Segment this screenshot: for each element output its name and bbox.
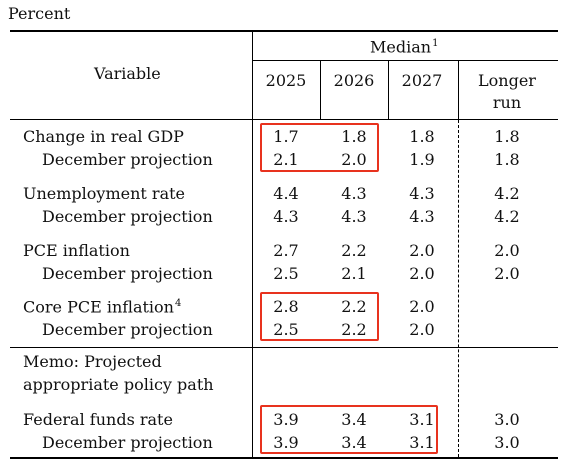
row-label-text: PCE inflation [23, 241, 130, 260]
row-label: December projection [42, 435, 213, 451]
value-cell-2027: 3.1 [409, 410, 435, 429]
value-cell-2027: 2.0 [409, 297, 435, 316]
value-cell-2026: 3.4 [341, 410, 367, 429]
header-rule [10, 119, 558, 120]
year-divider-2025-2026 [320, 60, 321, 120]
value-cell-2025: 4.3 [273, 207, 299, 226]
value-cell-2025: 3.9 [273, 410, 299, 429]
longer-run-header-line1: Longer [478, 71, 536, 90]
value-cell-2027: 4.3 [409, 207, 435, 226]
longer-run-dashed-divider [458, 120, 459, 457]
row-label-text: December projection [42, 207, 213, 226]
value-cell-2027: 2.0 [409, 320, 435, 339]
memo-line-1: Memo: Projected [23, 352, 162, 371]
value-cell-longer-run: 2.0 [494, 241, 520, 260]
bottom-rule [10, 457, 558, 459]
value-cell-2025: 2.8 [273, 297, 299, 316]
row-label: December projection [42, 322, 213, 338]
value-cell-longer-run: 1.8 [494, 150, 520, 169]
value-cell-2026: 3.4 [341, 433, 367, 452]
row-label-text: December projection [42, 433, 213, 452]
value-cell-longer-run: 3.0 [494, 410, 520, 429]
memo-rule [10, 347, 558, 348]
value-cell-2027: 2.0 [409, 264, 435, 283]
year-divider-2027-longer [458, 60, 459, 120]
value-cell-2026: 2.0 [341, 150, 367, 169]
value-cell-2025: 2.5 [273, 320, 299, 339]
row-label-text: December projection [42, 320, 213, 339]
year-divider-2026-2027 [388, 60, 389, 120]
value-cell-2026: 2.2 [341, 241, 367, 260]
highlight-box-fed-funds [260, 405, 438, 454]
longer-run-header-line2: run [492, 93, 522, 112]
variable-header: Variable [94, 64, 161, 83]
row-label-text: Unemployment rate [23, 184, 186, 203]
median-underline [253, 60, 558, 61]
year-header-2026: 2026 [333, 71, 375, 90]
value-cell-2026: 4.3 [341, 207, 367, 226]
value-cell-2026: 2.2 [341, 297, 367, 316]
row-label: Unemployment rate [23, 186, 185, 202]
median-footnote: 1 [432, 38, 439, 49]
value-cell-2025: 2.5 [273, 264, 299, 283]
value-cell-longer-run: 1.8 [494, 127, 520, 146]
row-label: December projection [42, 152, 213, 168]
unit-label: Percent [8, 4, 71, 23]
median-header-text: Median [370, 37, 432, 57]
row-label: PCE inflation [23, 243, 130, 259]
value-cell-2026: 2.2 [341, 320, 367, 339]
value-cell-longer-run: 4.2 [494, 207, 520, 226]
value-cell-longer-run: 3.0 [494, 433, 520, 452]
row-label-text: Federal funds rate [23, 410, 173, 429]
year-header-2027: 2027 [401, 71, 443, 90]
value-cell-2026: 2.1 [341, 264, 367, 283]
value-cell-longer-run: 2.0 [494, 264, 520, 283]
row-footnote: 4 [174, 298, 182, 309]
highlight-box-core-pce [260, 292, 379, 341]
row-label-text: December projection [42, 150, 213, 169]
value-cell-2027: 3.1 [409, 433, 435, 452]
top-rule [10, 30, 558, 32]
value-cell-2027: 4.3 [409, 184, 435, 203]
row-label: Core PCE inflation4 [23, 299, 181, 315]
value-cell-2025: 2.1 [273, 150, 299, 169]
variable-column-divider [252, 31, 253, 458]
memo-line-2: appropriate policy path [23, 375, 214, 394]
row-label-text: December projection [42, 264, 213, 283]
row-label: December projection [42, 209, 213, 225]
value-cell-2025: 4.4 [273, 184, 299, 203]
row-label: Change in real GDP [23, 129, 184, 145]
value-cell-2025: 2.7 [273, 241, 299, 260]
value-cell-2027: 1.9 [409, 150, 435, 169]
value-cell-2025: 3.9 [273, 433, 299, 452]
highlight-box-gdp [260, 123, 379, 172]
value-cell-2025: 1.7 [273, 127, 299, 146]
value-cell-2026: 1.8 [341, 127, 367, 146]
row-label: December projection [42, 266, 213, 282]
median-header: Median1 [370, 39, 438, 55]
value-cell-2027: 1.8 [409, 127, 435, 146]
row-label-text: Change in real GDP [23, 127, 184, 146]
row-label: Federal funds rate [23, 412, 173, 428]
row-label-text: Core PCE inflation [23, 297, 174, 317]
year-header-2025: 2025 [265, 71, 307, 90]
value-cell-2027: 2.0 [409, 241, 435, 260]
value-cell-2026: 4.3 [341, 184, 367, 203]
value-cell-longer-run: 4.2 [494, 184, 520, 203]
